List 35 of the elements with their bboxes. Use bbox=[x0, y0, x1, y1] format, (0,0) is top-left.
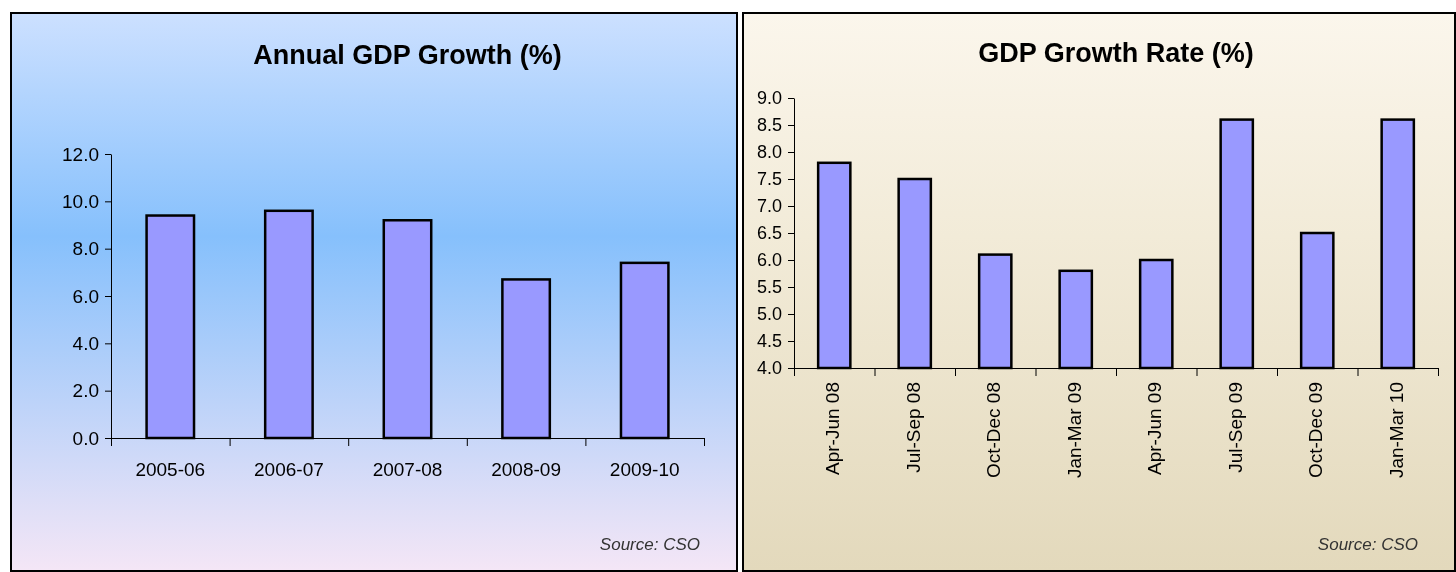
x-tick-label: Jul-Sep 08 bbox=[902, 382, 924, 473]
y-tick-label: 4.5 bbox=[756, 331, 782, 352]
y-tick-label: 2.0 bbox=[72, 380, 99, 402]
y-tick-label: 6.0 bbox=[72, 285, 99, 307]
y-tick-label: 8.0 bbox=[756, 142, 782, 163]
x-tick-label: Jan-Mar 10 bbox=[1385, 382, 1407, 479]
x-tick-label: Oct-Dec 08 bbox=[983, 382, 1005, 479]
x-tick-label: Jan-Mar 09 bbox=[1063, 382, 1085, 479]
y-tick-label: 12.0 bbox=[62, 143, 99, 165]
chart-title: Annual GDP Growth (%) bbox=[253, 40, 562, 70]
x-tick-label: Apr-Jun 08 bbox=[822, 382, 844, 475]
y-tick-label: 5.5 bbox=[756, 277, 782, 298]
y-tick-label: 9.0 bbox=[756, 88, 782, 109]
x-tick-label: 2009-10 bbox=[609, 459, 680, 480]
y-tick-label: 5.0 bbox=[756, 304, 782, 325]
y-tick-label: 8.5 bbox=[756, 115, 782, 136]
y-tick-label: 7.5 bbox=[756, 169, 782, 190]
x-tick-label: Jul-Sep 09 bbox=[1224, 382, 1246, 473]
y-tick-label: 8.0 bbox=[72, 238, 99, 260]
x-tick-label: 2007-08 bbox=[372, 459, 443, 480]
source-note: Source: CSO bbox=[599, 535, 700, 554]
y-tick-label: 6.5 bbox=[756, 223, 782, 244]
source-note: Source: CSO bbox=[1317, 535, 1418, 554]
x-tick-label: 2005-06 bbox=[135, 459, 206, 480]
y-tick-label: 4.0 bbox=[72, 332, 99, 354]
y-tick-label: 0.0 bbox=[72, 427, 99, 449]
x-tick-label: 2006-07 bbox=[254, 459, 324, 480]
y-tick-label: 4.0 bbox=[756, 358, 782, 379]
y-tick-label: 6.0 bbox=[756, 250, 782, 271]
y-tick-label: 7.0 bbox=[756, 196, 782, 217]
y-tick-label: 10.0 bbox=[62, 190, 99, 212]
x-tick-label: 2008-09 bbox=[491, 459, 561, 480]
x-tick-label: Apr-Jun 09 bbox=[1144, 382, 1166, 475]
x-tick-label: Oct-Dec 09 bbox=[1305, 382, 1327, 479]
chart-title: GDP Growth Rate (%) bbox=[978, 38, 1254, 68]
